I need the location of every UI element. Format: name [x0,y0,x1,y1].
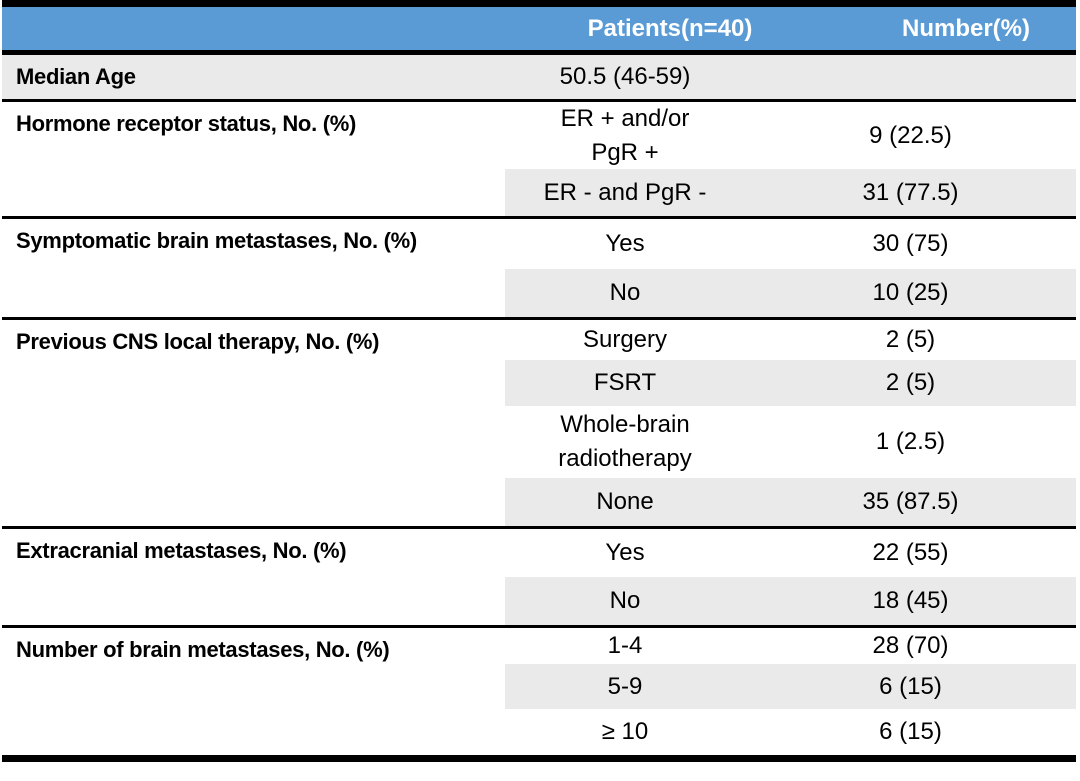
number-cell: 9 (22.5) [869,121,952,149]
table-row: ER - and PgR - 31 (77.5) [505,169,1076,216]
table-row: 1-4 28 (70) [505,628,1076,664]
number-cell: 30 (75) [872,230,949,257]
group-label: Extracranial metastases, No. (%) [16,538,347,563]
group-symptomatic-brain-metastases: Symptomatic brain metastases, No. (%) Ye… [2,216,1076,317]
group-hormone-receptor-status: Hormone receptor status, No. (%) ER + an… [2,99,1076,216]
number-cell: 22 (55) [872,539,949,566]
table-row: No 18 (45) [505,577,1076,625]
group-label: Median Age [16,64,136,89]
table-row: ≥ 10 6 (15) [505,709,1076,755]
number-cell: 1 (2.5) [875,428,946,455]
table-row: No 10 (25) [505,269,1076,317]
table-row: Yes 30 (75) [505,219,1076,269]
value-cell: Yes [605,539,645,567]
number-cell: 10 (25) [872,279,949,306]
value-cell: ER - and PgR - [543,178,707,206]
table-row: 50.5 (46-59) [505,55,1076,99]
number-cell: 6 (15) [879,718,942,745]
value-cell: 5-9 [607,672,643,700]
group-number-of-brain-metastases: Number of brain metastases, No. (%) 1-4 … [2,625,1076,755]
number-cell: 2 (5) [885,369,936,396]
number-cell: 2 (5) [885,326,936,353]
table-row: None 35 (87.5) [505,478,1076,526]
header-number: Number(%) [901,14,1030,42]
value-cell: FSRT [593,369,657,397]
value-cell: No [609,279,641,307]
value-cell: Yes [605,230,645,258]
number-cell: 18 (45) [872,587,949,614]
header-patients: Patients(n=40) [587,14,753,42]
group-previous-cns-local-therapy: Previous CNS local therapy, No. (%) Surg… [2,317,1076,526]
group-label: Number of brain metastases, No. (%) [16,637,390,662]
number-cell: 31 (77.5) [862,178,959,206]
table-row: 5-9 6 (15) [505,664,1076,709]
table-row: Whole-brain radiotherapy 1 (2.5) [505,406,1076,478]
table-row: Surgery 2 (5) [505,320,1076,360]
value-cell: None [596,488,654,516]
table-row: Yes 22 (55) [505,529,1076,577]
value-cell: 1-4 [607,632,643,660]
number-cell: 35 (87.5) [862,488,959,515]
table-header-row: Patients(n=40) Number(%) [2,7,1076,55]
table-row: FSRT 2 (5) [505,360,1076,406]
value-cell: ER + and/or PgR + [560,104,690,166]
number-cell: 6 (15) [879,672,942,700]
table-top-border [2,0,1076,7]
group-median-age: Median Age 50.5 (46-59) [2,55,1076,99]
table-bottom-border [2,755,1076,762]
value-cell: No [609,587,641,615]
group-label: Previous CNS local therapy, No. (%) [16,329,380,354]
value-cell: Whole-brain radiotherapy [558,411,692,472]
group-extracranial-metastases: Extracranial metastases, No. (%) Yes 22 … [2,526,1076,625]
value-cell: Surgery [582,326,668,354]
group-label: Hormone receptor status, No. (%) [16,111,357,136]
value-cell: 50.5 (46-59) [559,63,691,91]
patient-characteristics-table: Patients(n=40) Number(%) Median Age 50.5… [2,0,1076,762]
group-label: Symptomatic brain metastases, No. (%) [16,228,417,253]
value-cell: ≥ 10 [601,718,649,746]
number-cell: 28 (70) [872,632,949,659]
table-row: ER + and/or PgR + 9 (22.5) [505,102,1076,169]
